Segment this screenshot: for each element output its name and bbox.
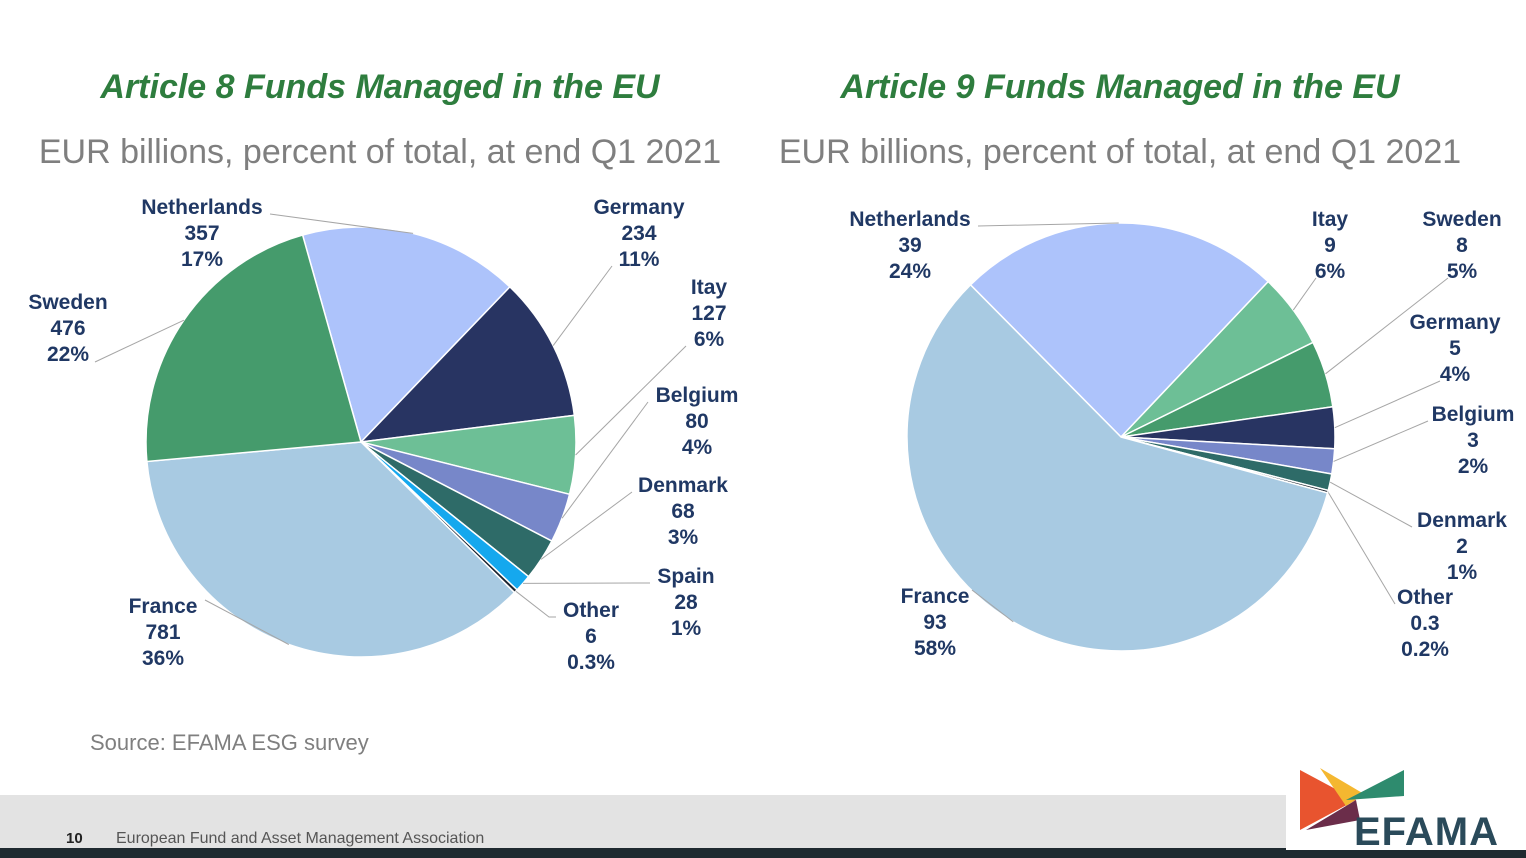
label-name-sweden: Sweden — [28, 291, 107, 314]
label-name-belgium: Belgium — [656, 384, 739, 407]
chart-subtitle-article-8: EUR billions, percent of total, at end Q… — [38, 133, 722, 171]
efama-logo-text: EFAMA — [1354, 810, 1499, 854]
pie-slice-germany — [358, 285, 576, 444]
label-name-other: Other — [1397, 586, 1453, 609]
label-value-netherlands: 39 — [898, 234, 921, 257]
leader-line-france — [971, 589, 1014, 623]
label-percent-france: 36% — [142, 647, 184, 670]
label-value-france: 93 — [923, 611, 946, 634]
chart-title-article-8: Article 8 Funds Managed in the EU — [100, 68, 660, 106]
label-value-belgium: 3 — [1467, 429, 1479, 452]
label-value-denmark: 68 — [671, 500, 695, 523]
label-value-itay: 9 — [1324, 234, 1336, 257]
leader-line-denmark — [1329, 481, 1413, 528]
chart-subtitle-article-9: EUR billions, percent of total, at end Q… — [778, 133, 1462, 171]
label-percent-netherlands: 24% — [889, 260, 931, 283]
leader-line-sweden — [94, 319, 185, 363]
label-value-other: 6 — [585, 625, 597, 648]
label-percent-belgium: 2% — [1458, 455, 1489, 478]
label-name-netherlands: Netherlands — [141, 196, 262, 219]
source-note: Source: EFAMA ESG survey — [90, 730, 369, 755]
leader-line-itay — [575, 345, 687, 456]
pie-slice-netherlands — [301, 226, 511, 444]
label-value-belgium: 80 — [685, 410, 708, 433]
label-value-itay: 127 — [691, 302, 726, 325]
label-percent-germany: 11% — [619, 248, 660, 271]
leader-line-germany — [552, 265, 613, 346]
label-percent-belgium: 4% — [682, 436, 713, 459]
label-value-netherlands: 357 — [184, 222, 219, 245]
label-name-denmark: Denmark — [638, 474, 728, 497]
label-name-netherlands: Netherlands — [849, 208, 970, 231]
label-value-other: 0.3 — [1410, 612, 1439, 635]
label-name-sweden: Sweden — [1422, 208, 1501, 231]
leader-line-germany — [1334, 380, 1441, 429]
leader-line-other — [1327, 491, 1396, 605]
label-percent-other: 0.3% — [567, 651, 615, 674]
label-value-spain: 28 — [674, 591, 698, 614]
leader-line-denmark — [540, 491, 633, 560]
pie-slice-sweden — [145, 234, 362, 463]
label-percent-denmark: 1% — [1447, 561, 1478, 584]
label-name-germany: Germany — [1409, 311, 1500, 334]
label-value-germany: 234 — [621, 222, 656, 245]
label-percent-france: 58% — [914, 637, 956, 660]
label-value-germany: 5 — [1449, 337, 1461, 360]
label-value-france: 781 — [145, 621, 180, 644]
label-value-sweden: 8 — [1456, 234, 1468, 257]
leader-line-sweden — [1325, 277, 1449, 375]
leader-line-belgium — [561, 401, 649, 519]
label-name-france: France — [901, 585, 970, 608]
pie-chart-article-9: Netherlands3924%Itay96%Sweden85%Germany5… — [849, 208, 1515, 661]
chart-title-article-9: Article 9 Funds Managed in the EU — [840, 68, 1400, 106]
leader-line-france — [204, 599, 290, 645]
page-number: 10 — [66, 830, 83, 847]
leader-line-netherlands — [977, 222, 1119, 227]
leader-line-netherlands — [269, 213, 414, 234]
label-percent-sweden: 5% — [1447, 260, 1478, 283]
label-name-france: France — [129, 595, 198, 618]
footer-bar — [0, 795, 1526, 858]
label-value-denmark: 2 — [1456, 535, 1468, 558]
logo-background — [1286, 760, 1526, 850]
label-percent-sweden: 22% — [47, 343, 89, 366]
label-percent-germany: 4% — [1440, 363, 1471, 386]
leader-line-belgium — [1333, 420, 1429, 462]
label-percent-other: 0.2% — [1401, 638, 1449, 661]
leader-line-itay — [1292, 277, 1317, 311]
label-name-itay: Itay — [1312, 208, 1349, 231]
footer-organization: European Fund and Asset Management Assoc… — [116, 830, 485, 847]
label-name-itay: Itay — [691, 276, 728, 299]
label-name-germany: Germany — [593, 196, 684, 219]
label-percent-denmark: 3% — [668, 526, 699, 549]
label-name-denmark: Denmark — [1417, 509, 1507, 532]
label-percent-itay: 6% — [694, 328, 725, 351]
footer-strip — [0, 848, 1526, 858]
label-name-spain: Spain — [657, 565, 714, 588]
leader-line-other — [515, 590, 556, 618]
label-name-other: Other — [563, 599, 619, 622]
label-percent-itay: 6% — [1315, 260, 1346, 283]
pie-chart-article-8: Netherlands 357 17% Germany 234 11% Itay 127 6% B… — [28, 196, 739, 674]
label-percent-netherlands: 17% — [181, 248, 223, 271]
efama-logo-icon — [1300, 768, 1404, 830]
label-name-belgium: Belgium — [1432, 403, 1515, 426]
label-value-sweden: 476 — [50, 317, 85, 340]
label-percent-spain: 1% — [671, 617, 702, 640]
